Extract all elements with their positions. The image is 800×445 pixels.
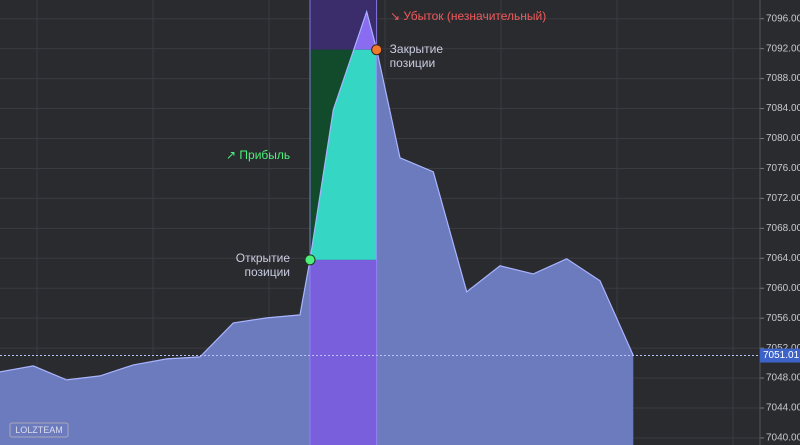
close-marker: [371, 44, 383, 56]
watermark: LOLZTEAM: [15, 425, 63, 435]
y-tick-label: 7048.00: [766, 373, 800, 384]
y-tick-label: 7096.00: [766, 13, 800, 24]
open-label: Открытие: [236, 251, 291, 265]
watermark-box: [9, 422, 69, 438]
loss-label: ↘ Убыток (незначительный): [390, 9, 546, 23]
open-marker: [304, 254, 316, 266]
y-tick-label: 7084.00: [766, 103, 800, 114]
y-tick-label: 7060.00: [766, 283, 800, 294]
y-tick-label: 7088.00: [766, 73, 800, 84]
y-tick-label: 7040.00: [766, 433, 800, 444]
y-tick-label: 7080.00: [766, 133, 800, 144]
y-tick-label: 7064.00: [766, 253, 800, 264]
open-label: позиции: [244, 265, 290, 279]
price-line: [0, 9, 634, 381]
y-tick-label: 7052.00: [766, 343, 800, 354]
entry-zone: [310, 259, 377, 445]
close-label: позиции: [390, 56, 436, 70]
profit-label: ↗ Прибыль: [226, 148, 290, 162]
close-label: Закрытие: [390, 42, 444, 56]
y-tick-label: 7056.00: [766, 313, 800, 324]
y-tick-label: 7068.00: [766, 223, 800, 234]
y-tick-label: 7072.00: [766, 193, 800, 204]
y-tick-label: 7044.00: [766, 403, 800, 414]
current-price-box: [760, 348, 800, 363]
profit-area: [310, 49, 377, 260]
current-price-label: 7051.01: [763, 350, 800, 361]
loss-area: [353, 11, 377, 50]
y-tick-label: 7092.00: [766, 43, 800, 54]
y-tick-label: 7076.00: [766, 163, 800, 174]
